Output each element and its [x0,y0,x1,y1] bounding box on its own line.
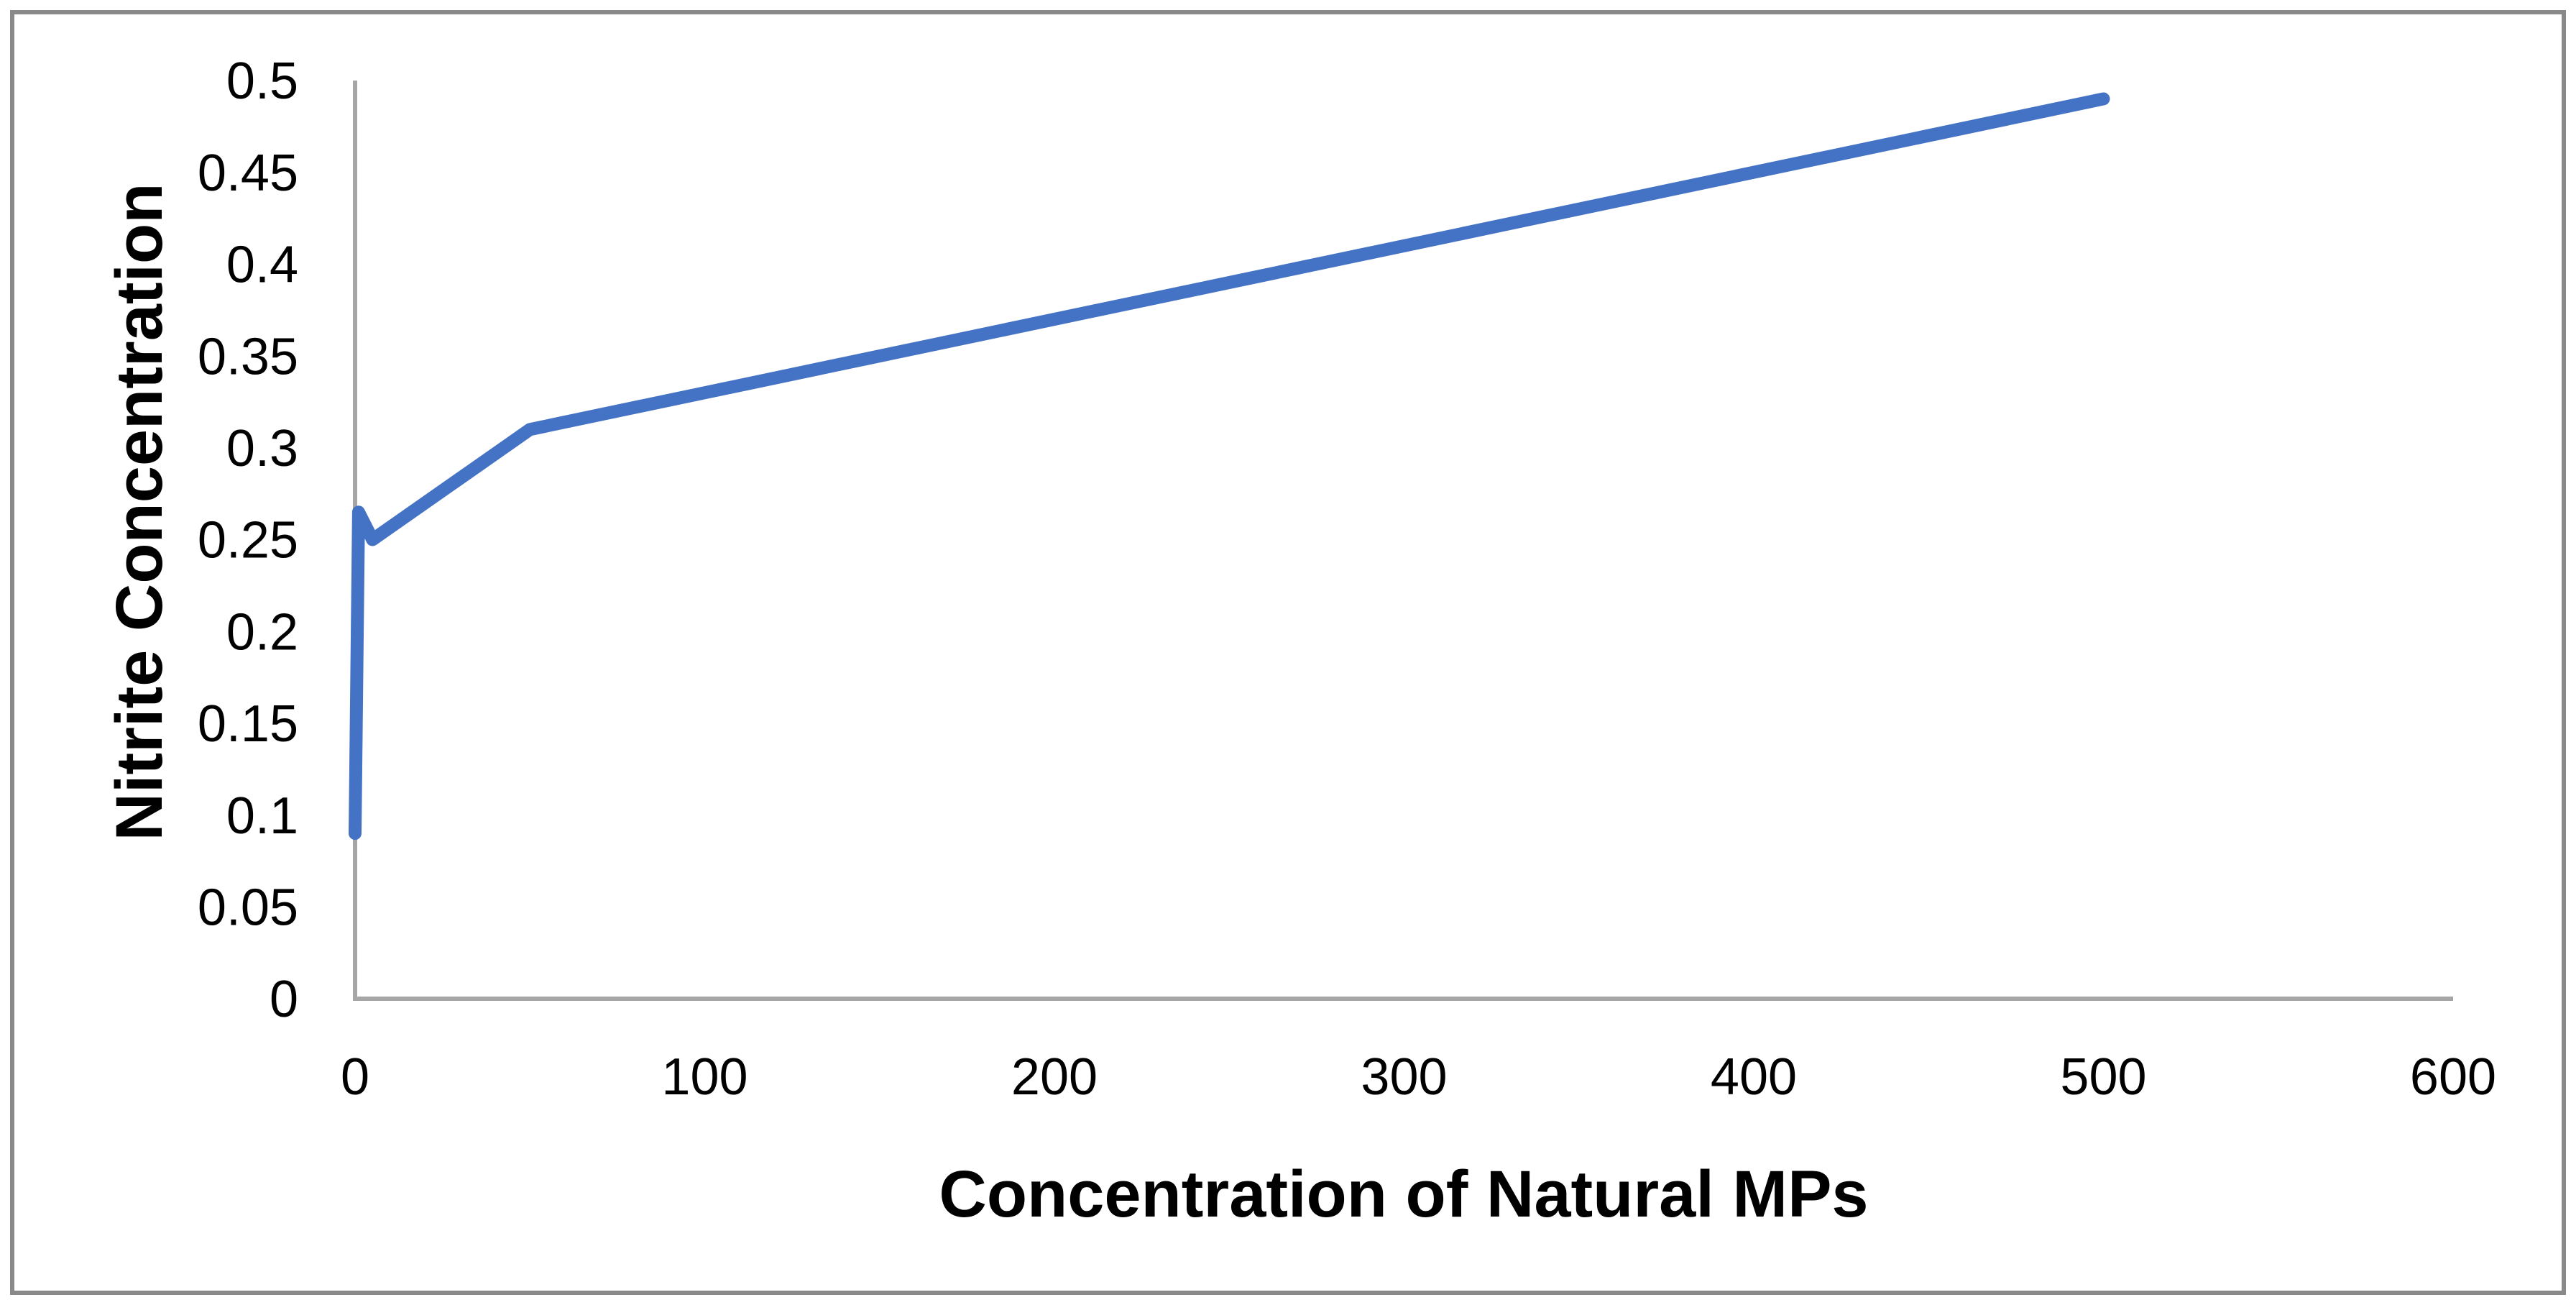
y-tick-label: 0 [270,971,298,1028]
y-tick-label: 0.45 [198,145,298,202]
y-axis-title: Nitrite Concentration [103,183,176,841]
x-axis-title: Concentration of Natural MPs [939,1158,1868,1231]
y-tick-label: 0.35 [198,328,298,385]
y-tick-label: 0.2 [226,603,298,661]
chart-border [10,10,2566,1295]
y-axis-tick-labels: 0 0.05 0.1 0.15 0.2 0.25 0.3 0.35 0.4 0.45 0.5 [198,52,298,1028]
y-tick-label: 0.05 [198,879,298,937]
y-tick-label: 0.1 [226,787,298,845]
x-tick-label: 0 [341,1048,369,1106]
x-tick-label: 200 [1011,1048,1098,1106]
y-tick-label: 0.25 [198,512,298,569]
y-tick-label: 0.4 [226,237,298,294]
x-tick-label: 500 [2060,1048,2146,1106]
x-axis-tick-labels: 0 100 200 300 400 500 600 [341,1048,2496,1106]
x-tick-label: 600 [2410,1048,2496,1106]
y-tick-label: 0.15 [198,695,298,753]
x-tick-label: 300 [1361,1048,1447,1106]
nitrite-series-line [349,92,2110,841]
x-tick-label: 400 [1711,1048,1797,1106]
x-tick-label: 100 [661,1048,748,1106]
y-tick-label: 0.5 [226,52,298,110]
y-tick-label: 0.3 [226,420,298,477]
